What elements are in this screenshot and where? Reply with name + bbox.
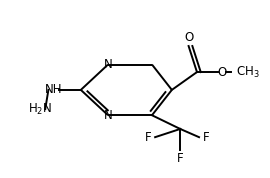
Text: N: N [104, 109, 112, 122]
Text: F: F [177, 152, 184, 165]
Text: O: O [184, 31, 193, 44]
Text: CH$_3$: CH$_3$ [236, 64, 259, 80]
Text: F: F [145, 131, 151, 144]
Text: N: N [104, 58, 112, 71]
Text: F: F [203, 131, 210, 144]
Text: H$_2$N: H$_2$N [28, 101, 52, 117]
Text: NH: NH [45, 83, 62, 96]
Text: O: O [217, 66, 227, 78]
